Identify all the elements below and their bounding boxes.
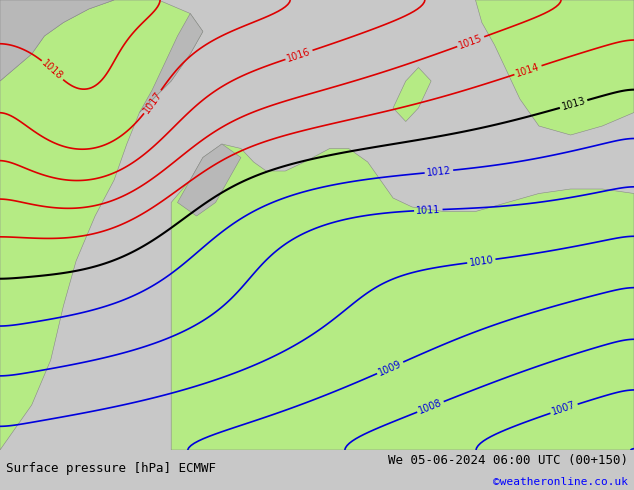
Polygon shape — [178, 144, 241, 216]
Text: 1007: 1007 — [551, 400, 578, 417]
Text: 1011: 1011 — [416, 204, 441, 216]
Text: 1017: 1017 — [141, 89, 164, 115]
Text: 1018: 1018 — [40, 58, 65, 82]
Text: 1014: 1014 — [515, 62, 541, 79]
Text: 1015: 1015 — [458, 33, 484, 50]
Polygon shape — [0, 0, 203, 450]
Text: 1012: 1012 — [426, 166, 451, 178]
Polygon shape — [0, 0, 114, 81]
Polygon shape — [476, 0, 634, 135]
Polygon shape — [139, 14, 203, 113]
Polygon shape — [393, 68, 431, 122]
Text: 1009: 1009 — [377, 358, 403, 377]
Text: 1013: 1013 — [560, 96, 586, 112]
Polygon shape — [171, 144, 634, 450]
Text: 1010: 1010 — [469, 254, 494, 268]
Text: ©weatheronline.co.uk: ©weatheronline.co.uk — [493, 477, 628, 487]
Text: Surface pressure [hPa] ECMWF: Surface pressure [hPa] ECMWF — [6, 462, 216, 474]
Text: 1008: 1008 — [417, 398, 444, 416]
Text: 1016: 1016 — [286, 46, 312, 64]
Text: We 05-06-2024 06:00 UTC (00+150): We 05-06-2024 06:00 UTC (00+150) — [387, 454, 628, 466]
